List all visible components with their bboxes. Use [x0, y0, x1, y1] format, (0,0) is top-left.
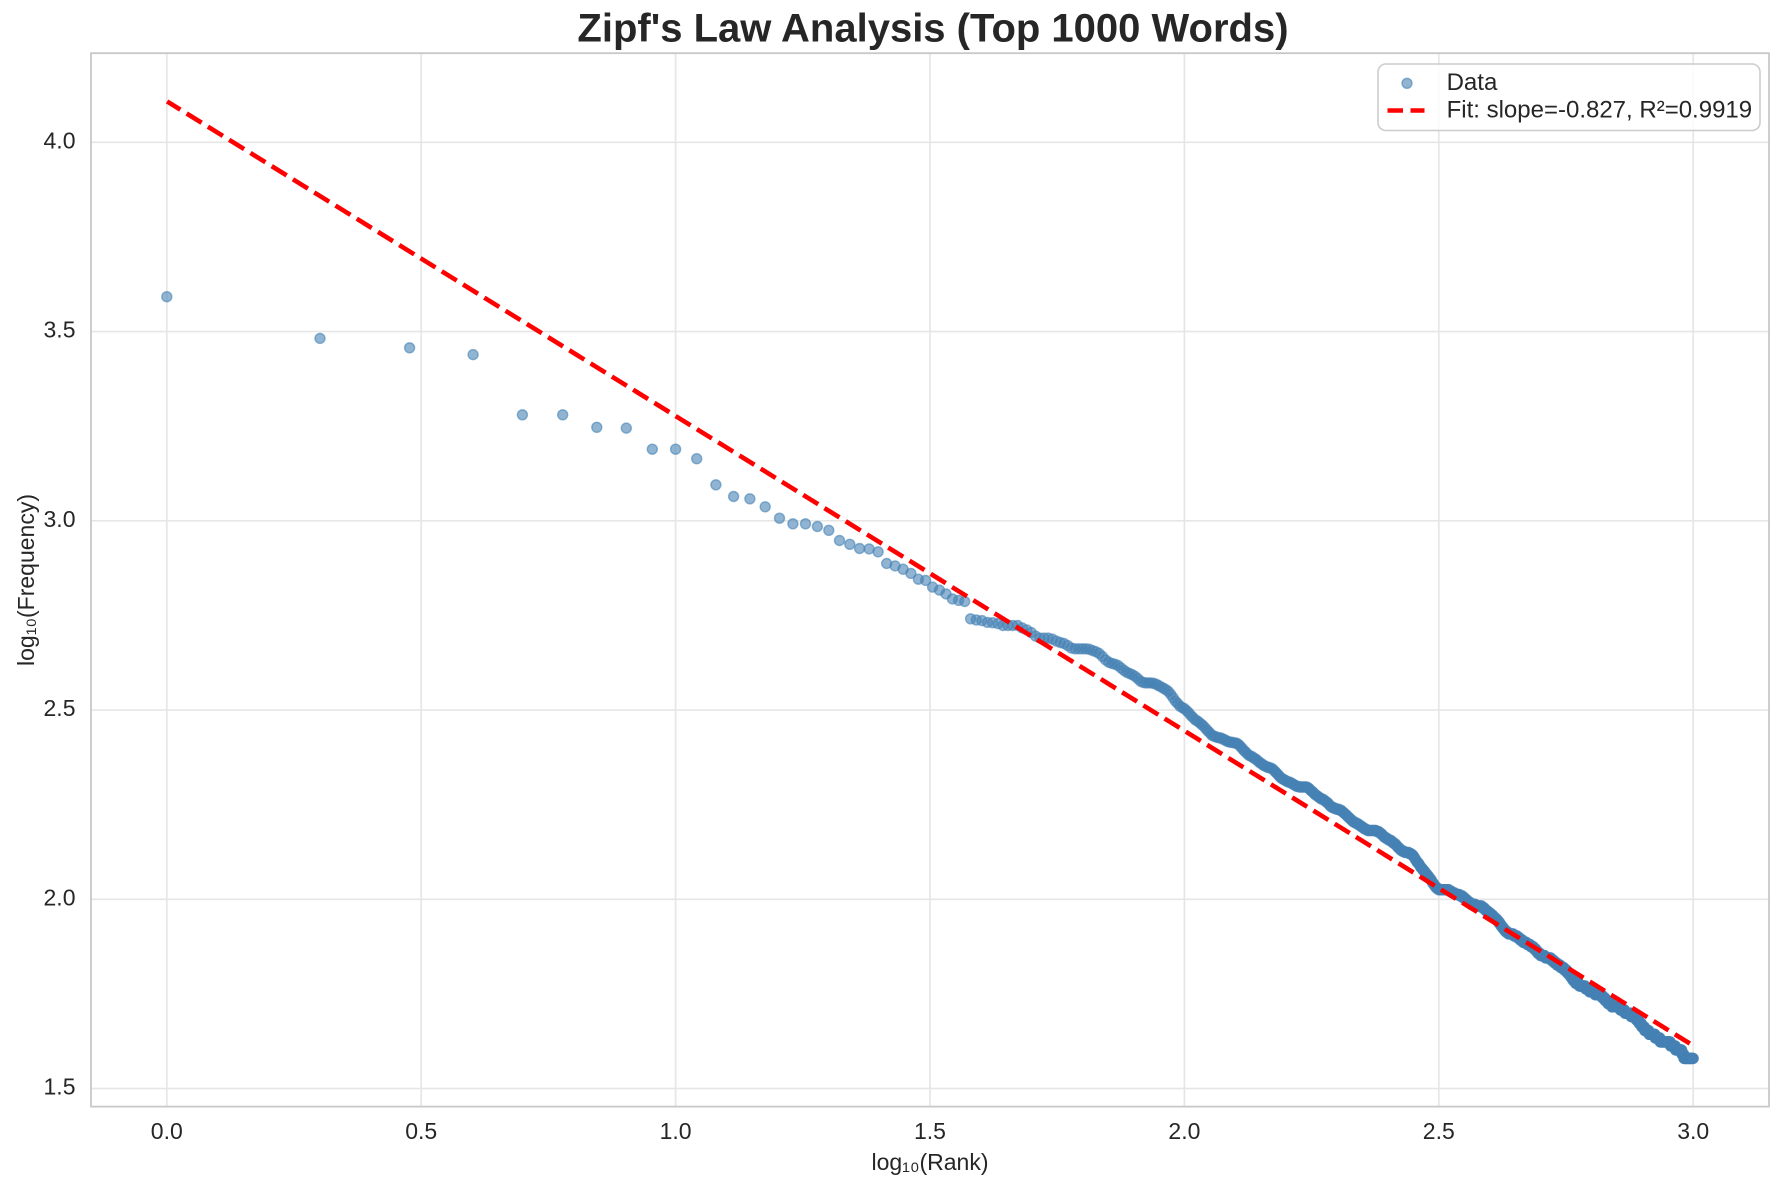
svg-text:1.5: 1.5: [44, 1074, 76, 1100]
svg-text:Data: Data: [1447, 69, 1498, 96]
svg-text:1.0: 1.0: [660, 1118, 692, 1144]
svg-text:log₁₀(Frequency): log₁₀(Frequency): [13, 494, 39, 666]
svg-text:2.0: 2.0: [44, 884, 76, 910]
svg-text:3.0: 3.0: [44, 506, 76, 532]
svg-text:log₁₀(Rank): log₁₀(Rank): [871, 1149, 988, 1175]
svg-text:4.0: 4.0: [44, 127, 76, 153]
svg-text:Fit: slope=-0.827, R²=0.9919: Fit: slope=-0.827, R²=0.9919: [1447, 97, 1753, 124]
svg-text:2.5: 2.5: [44, 695, 76, 721]
svg-text:Zipf's Law Analysis (Top 1000: Zipf's Law Analysis (Top 1000 Words): [577, 7, 1288, 51]
svg-text:2.0: 2.0: [1168, 1118, 1200, 1144]
svg-text:2.5: 2.5: [1423, 1118, 1455, 1144]
svg-text:0.0: 0.0: [151, 1118, 183, 1144]
svg-text:3.0: 3.0: [1677, 1118, 1709, 1144]
svg-text:0.5: 0.5: [405, 1118, 437, 1144]
svg-text:1.5: 1.5: [914, 1118, 946, 1144]
svg-text:3.5: 3.5: [44, 317, 76, 343]
